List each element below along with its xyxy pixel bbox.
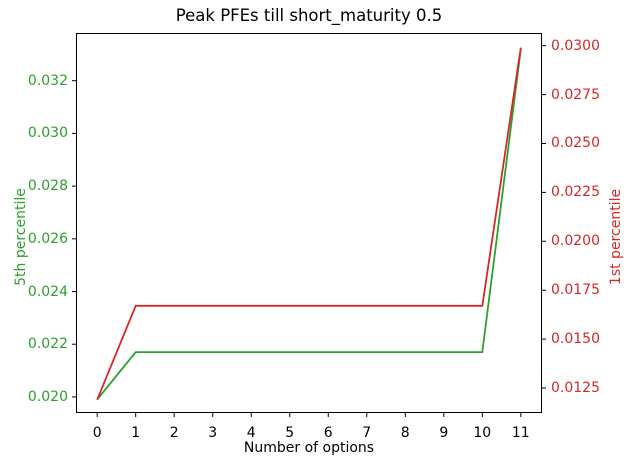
y-left-tick-label: 0.026 — [27, 230, 68, 247]
x-tick-label: 11 — [511, 425, 530, 441]
y-left-tick-label: 0.032 — [27, 72, 68, 89]
y-left-tick-label: 0.030 — [27, 125, 68, 142]
y-right-tick-label: 0.0250 — [551, 135, 600, 152]
x-tick-label: 8 — [400, 425, 410, 441]
plot-area — [72, 33, 546, 417]
y-left-tick-label: 0.022 — [27, 336, 68, 353]
x-tick-label: 1 — [131, 425, 141, 441]
x-tick-label: 6 — [323, 425, 333, 441]
y-right-tick-label: 0.0225 — [551, 184, 600, 201]
series-line-1st-percentile — [96, 47, 522, 401]
x-tick-label: 9 — [439, 425, 449, 441]
x-tick-label: 7 — [362, 425, 372, 441]
y-right-tick-label: 0.0125 — [551, 379, 600, 396]
x-tick-label: 10 — [473, 425, 492, 441]
y-right-tick-label: 0.0200 — [551, 233, 600, 250]
chart-title: Peak PFEs till short_maturity 0.5 — [175, 6, 443, 25]
y-right-tick-label: 0.0150 — [551, 331, 600, 348]
series-line-5th-percentile — [96, 48, 522, 401]
y-right-tick-label: 0.0175 — [551, 282, 600, 299]
y-left-tick-label: 0.024 — [27, 283, 68, 300]
y-right-tick-label: 0.0275 — [551, 86, 600, 103]
y-left-tick-label: 0.020 — [27, 388, 68, 405]
y-left-tick-label: 0.028 — [27, 178, 68, 195]
x-tick-label: 3 — [208, 425, 218, 441]
x-tick-label: 0 — [92, 425, 102, 441]
x-tick-label: 4 — [246, 425, 256, 441]
x-tick-label: 2 — [169, 425, 179, 441]
plot-frame — [76, 33, 542, 413]
x-axis-label: Number of options — [243, 440, 375, 456]
y-right-tick-label: 0.0300 — [551, 37, 600, 54]
x-tick-label: 5 — [285, 425, 295, 441]
